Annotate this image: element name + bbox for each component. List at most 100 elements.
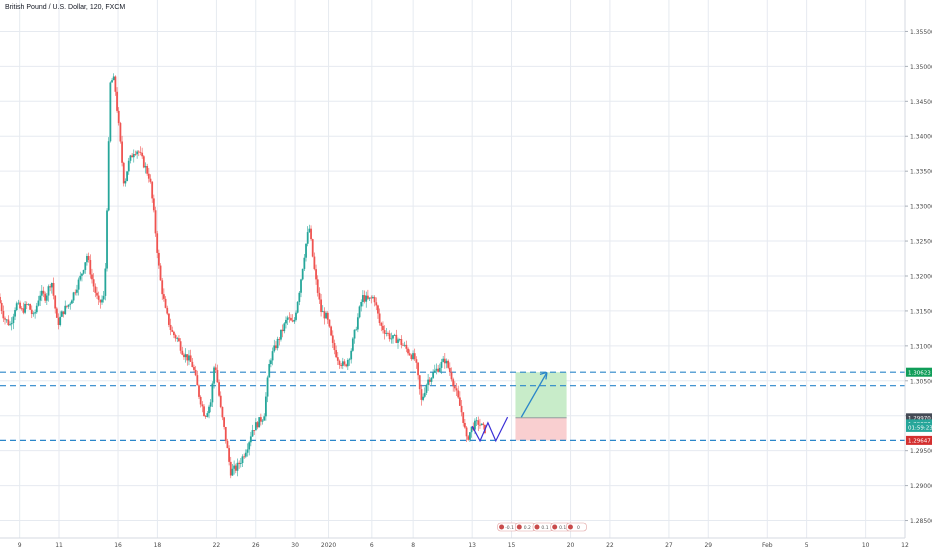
candle-body [263, 416, 266, 421]
target-zone[interactable] [515, 372, 567, 418]
candle-body [231, 468, 234, 476]
candle-body [433, 370, 436, 373]
candle-body [119, 123, 122, 142]
candle-body [290, 317, 292, 321]
candle-body [296, 302, 299, 313]
candle-body [29, 304, 32, 310]
candle-body [438, 367, 441, 372]
flag-icon [499, 524, 505, 530]
candle-body [116, 91, 118, 111]
candle-body [201, 404, 204, 407]
candle-body [54, 295, 57, 309]
candle-body [27, 304, 30, 305]
candle-body [400, 339, 403, 345]
double-bottom-pattern[interactable] [471, 416, 509, 443]
candle-body [223, 417, 225, 427]
candle-body [346, 359, 349, 367]
candle-body [49, 286, 52, 288]
candle-body [243, 456, 246, 458]
x-tick-label: 6 [370, 542, 374, 549]
candle-body [285, 319, 287, 324]
event-value-label: -0.1 [505, 525, 514, 531]
candle-body [64, 305, 67, 315]
candle-body [321, 311, 324, 313]
candle-body [270, 360, 272, 365]
candle-body [348, 359, 351, 361]
candle-body [358, 306, 361, 318]
candle-body [310, 228, 312, 240]
stop-zone[interactable] [515, 417, 567, 441]
candle-body [445, 360, 448, 364]
candle-body [173, 331, 175, 336]
time-axis[interactable]: 9 11 16 18 22 26 30 2020 6 8 13 15 20 22 27 29 Feb 5 10 12 [0, 537, 909, 549]
candle-body [71, 300, 73, 304]
price-axis[interactable]: 1.35500 1.35000 1.34500 1.34000 1.33500 1.330… [904, 0, 932, 538]
candle-body [0, 296, 1, 303]
candle-body [97, 295, 100, 300]
candle-body [428, 379, 431, 382]
candle-body [101, 299, 103, 303]
candle-body [479, 424, 481, 426]
candle-body [44, 293, 47, 301]
candle-body [214, 367, 217, 371]
candle-body [179, 341, 182, 351]
candle-body [159, 265, 162, 281]
position-zones[interactable] [515, 372, 567, 441]
candle-body [301, 268, 304, 280]
candle-body [261, 420, 264, 422]
candle-body [405, 344, 408, 349]
candle-body [338, 360, 341, 365]
y-tick-label: 1.32000 [910, 273, 932, 280]
candle-body [475, 420, 478, 422]
candle-body [136, 151, 139, 155]
candle-body [87, 255, 90, 261]
price-badge-label: 1.30623 [908, 370, 931, 376]
price-badge-label: 1.29970 [908, 416, 931, 422]
chart-title: British Pound / U.S. Dollar, 120, FXCM [5, 4, 126, 11]
candle-body [385, 333, 388, 334]
candle-body [320, 299, 322, 312]
candle-body [413, 353, 416, 360]
candle-body [326, 312, 329, 320]
candle-body [325, 312, 327, 319]
candle-body [104, 268, 107, 296]
event-value-label: 0.2 [524, 525, 531, 531]
candle-body [293, 319, 296, 322]
candle-body [258, 417, 261, 428]
candle-body [139, 152, 142, 153]
candle-body [211, 383, 214, 403]
candle-body [313, 256, 316, 270]
candle-body [131, 155, 134, 158]
candle-body [462, 412, 465, 423]
candle-body [315, 269, 317, 280]
candle-body [283, 323, 286, 332]
candle-body [372, 297, 374, 298]
candle-body [423, 392, 426, 397]
candle-body [422, 396, 424, 400]
x-tick-label: 18 [154, 542, 162, 549]
candle-body [236, 462, 239, 471]
trend-arrow[interactable] [520, 372, 548, 418]
flag-icon [567, 524, 573, 530]
y-tick-label: 1.34000 [910, 134, 932, 141]
candle-body [363, 295, 366, 302]
candle-body [42, 290, 45, 294]
candle-body [442, 358, 445, 362]
candle-body [278, 338, 281, 340]
event-markers[interactable]: -0.1 0.2 0.1 0.1 0 [497, 522, 587, 532]
x-tick-label: 22 [213, 542, 221, 549]
candle-body [32, 313, 35, 315]
candle-body [81, 273, 83, 276]
y-tick-label: 1.34500 [910, 99, 932, 106]
candle-body [412, 353, 414, 360]
price-badge-label: 1.29647 [908, 439, 931, 445]
candle-body [161, 280, 164, 295]
candle-body [203, 406, 205, 417]
candle-body [469, 432, 471, 440]
candle-body [463, 422, 466, 428]
candle-body [397, 339, 399, 343]
drawings[interactable] [471, 371, 548, 443]
candle-body [467, 436, 470, 440]
